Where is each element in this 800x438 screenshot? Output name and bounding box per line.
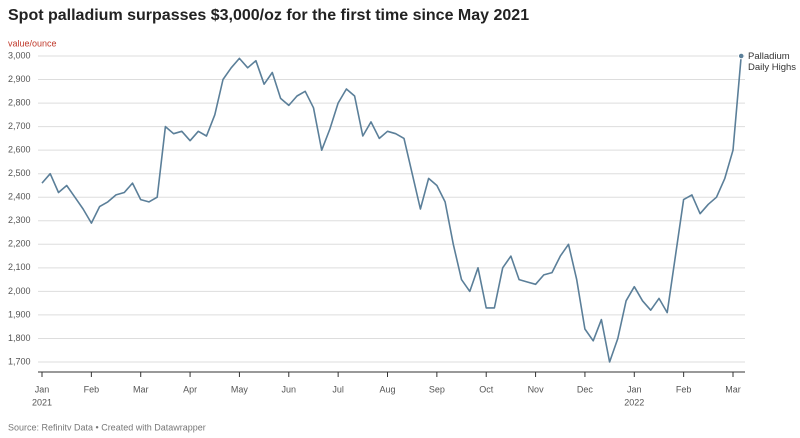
y-axis-label: value/ounce bbox=[8, 38, 57, 48]
y-tick-label: 2,500 bbox=[8, 168, 31, 178]
x-tick-label: Feb bbox=[676, 384, 692, 394]
y-tick-label: 2,000 bbox=[8, 286, 31, 296]
y-tick-label: 2,200 bbox=[8, 239, 31, 249]
x-tick-label: Oct bbox=[479, 384, 494, 394]
x-tick-label: Aug bbox=[379, 384, 395, 394]
x-tick-label: Jan bbox=[627, 384, 642, 394]
y-tick-label: 2,800 bbox=[8, 97, 31, 107]
y-tick-label: 2,100 bbox=[8, 262, 31, 272]
y-tick-label: 3,000 bbox=[8, 50, 31, 60]
x-tick-label: Jan bbox=[35, 384, 50, 394]
end-marker bbox=[737, 52, 745, 60]
y-tick-label: 2,600 bbox=[8, 145, 31, 155]
source: Source: Refinitv Data • Created with Dat… bbox=[8, 422, 206, 432]
y-tick-label: 1,900 bbox=[8, 309, 31, 319]
x-tick-label: Apr bbox=[183, 384, 197, 394]
x-tick-label: Dec bbox=[577, 384, 594, 394]
x-tick-label: Mar bbox=[725, 384, 741, 394]
x-tick-label: Feb bbox=[84, 384, 100, 394]
legend-label: Palladium Daily Highs bbox=[748, 51, 797, 73]
y-tick-label: 1,700 bbox=[8, 356, 31, 366]
y-tick-label: 2,300 bbox=[8, 215, 31, 225]
x-year-label: 2022 bbox=[624, 397, 644, 407]
chart-title: Spot palladium surpasses $3,000/oz for t… bbox=[8, 7, 529, 24]
x-tick-label: May bbox=[231, 384, 249, 394]
y-tick-label: 2,400 bbox=[8, 192, 31, 202]
x-tick-label: Mar bbox=[133, 384, 149, 394]
x-tick-label: Jul bbox=[332, 384, 344, 394]
x-tick-label: Sep bbox=[429, 384, 445, 394]
y-tick-label: 2,700 bbox=[8, 121, 31, 131]
y-tick-label: 1,800 bbox=[8, 333, 31, 343]
y-tick-label: 2,900 bbox=[8, 74, 31, 84]
line bbox=[41, 55, 742, 363]
x-year-label: 2021 bbox=[32, 397, 52, 407]
x-tick-label: Nov bbox=[528, 384, 545, 394]
x-tick-label: Jun bbox=[282, 384, 297, 394]
